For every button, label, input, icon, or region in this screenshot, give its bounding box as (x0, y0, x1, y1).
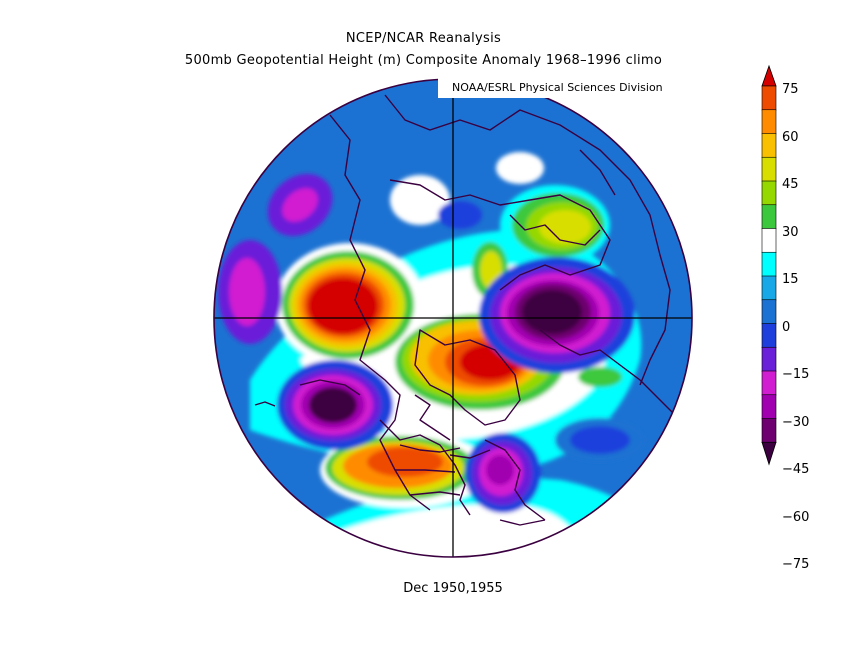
colorbar-tick-label: 45 (782, 177, 799, 192)
colorbar-segment (761, 418, 777, 443)
colorbar-tick-label: 60 (782, 129, 799, 145)
colorbar-segment (761, 228, 777, 253)
colorbar-segment (761, 394, 777, 420)
colorbar-segment (761, 85, 777, 111)
colorbar-segment (761, 204, 777, 230)
colorbar-tick-label: −15 (782, 367, 810, 382)
date-caption: Dec 1950,1955 (403, 581, 503, 596)
colorbar-segment (761, 180, 777, 206)
colorbar-tick-label: −30 (782, 414, 810, 430)
colorbar-arrow-top (761, 64, 777, 87)
colorbar-segment (761, 299, 777, 325)
colorbar-segment (761, 370, 777, 396)
colorbar-segment (761, 156, 777, 182)
colorbar-segment (761, 275, 777, 301)
colorbar-segment (761, 133, 777, 158)
colorbar-segment (761, 251, 777, 277)
colorbar-tick-label: 30 (782, 224, 799, 240)
colorbar-tick-label: −60 (782, 509, 810, 525)
colorbar-tick-label: 15 (782, 272, 799, 287)
colorbar-segment (761, 346, 777, 372)
colorbar-tick-label: −45 (782, 462, 810, 477)
colorbar-tick-label: −75 (782, 557, 810, 572)
colorbar-segment (761, 109, 777, 135)
coastlines (254, 94, 676, 526)
chart-title: NCEP/NCAR Reanalysis (345, 31, 502, 46)
chart-subtitle: 500mb Geopotential Height (m) Composite … (184, 53, 663, 68)
colorbar-segment (761, 323, 777, 348)
colorbar-tick-label: 0 (782, 319, 791, 335)
colorbar-arrow-bottom (761, 441, 777, 466)
credit-label: NOAA/ESRL Physical Sciences Division (438, 78, 696, 98)
colorbar-tick-label: 75 (782, 82, 799, 97)
